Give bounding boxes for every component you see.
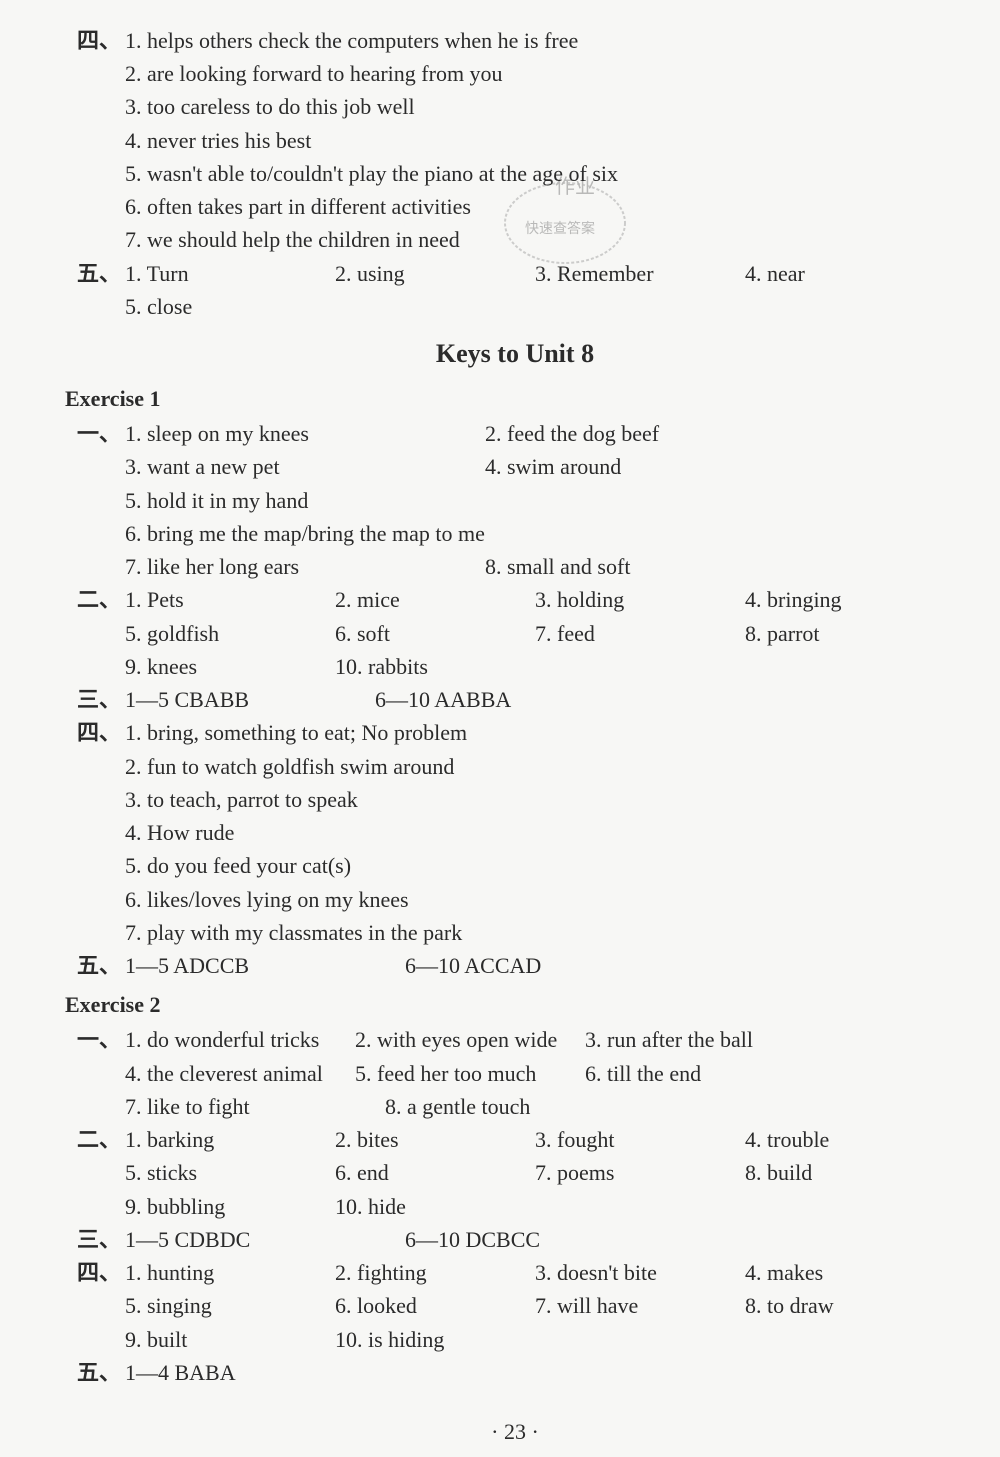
ex2-s4-r3: 9. built 10. is hiding bbox=[125, 1324, 935, 1355]
ex2-s3-r1: 三、 1—5 CDBDC 6—10 DCBCC bbox=[125, 1224, 935, 1255]
exercise-2-title: Exercise 2 bbox=[65, 989, 935, 1020]
ex1-s1-r2: 3. want a new pet 4. swim around bbox=[125, 451, 935, 482]
ex1-s4-i1: 四、 1. bring, something to eat; No proble… bbox=[125, 717, 935, 748]
ex2-s2-r1: 二、 1. barking 2. bites 3. fought 4. trou… bbox=[125, 1124, 935, 1155]
ex2-label-4: 四、 bbox=[77, 1257, 121, 1288]
ex2-s4-r1: 四、 1. hunting 2. fighting 3. doesn't bit… bbox=[125, 1257, 935, 1288]
ex1-s4-i7: 7. play with my classmates in the park bbox=[125, 917, 935, 948]
exercise-1-title: Exercise 1 bbox=[65, 383, 935, 414]
section-4-item-2: 2. are looking forward to hearing from y… bbox=[125, 58, 935, 89]
ex1-s1-r5: 7. like her long ears 8. small and soft bbox=[125, 551, 935, 582]
ex1-s4-i2: 2. fun to watch goldfish swim around bbox=[125, 751, 935, 782]
ex1-s2-r1: 二、 1. Pets 2. mice 3. holding 4. bringin… bbox=[125, 584, 935, 615]
keys-title: Keys to Unit 8 bbox=[95, 336, 935, 373]
ex1-s4-i6: 6. likes/loves lying on my knees bbox=[125, 884, 935, 915]
ex1-s2-r2: 5. goldfish 6. soft 7. feed 8. parrot bbox=[125, 618, 935, 649]
ex1-s1-r3: 5. hold it in my hand bbox=[125, 485, 935, 516]
page: 作业 快速查答案 四、 1. helps others check the co… bbox=[0, 0, 1000, 1457]
ex2-s1-r2: 4. the cleverest animal 5. feed her too … bbox=[125, 1058, 935, 1089]
ex1-label-4: 四、 bbox=[77, 717, 121, 748]
section-4-item-6: 6. often takes part in different activit… bbox=[125, 191, 935, 222]
section-5-row-1: 五、 1. Turn 2. using 3. Remember 4. near bbox=[125, 258, 935, 289]
ex2-s1-r3: 7. like to fight 8. a gentle touch bbox=[125, 1091, 935, 1122]
ex2-s1-r1: 一、 1. do wonderful tricks 2. with eyes o… bbox=[125, 1024, 935, 1055]
ex1-s1-r1: 一、 1. sleep on my knees 2. feed the dog … bbox=[125, 418, 935, 449]
ex1-s3-r1: 三、 1—5 CBABB 6—10 AABBA bbox=[125, 684, 935, 715]
section-label-5: 五、 bbox=[77, 258, 121, 289]
ex1-s5-r1: 五、 1—5 ADCCB 6—10 ACCAD bbox=[125, 950, 935, 981]
ex2-label-5: 五、 bbox=[77, 1357, 121, 1388]
ex1-label-1: 一、 bbox=[77, 418, 121, 449]
ex1-s1-r4: 6. bring me the map/bring the map to me bbox=[125, 518, 935, 549]
ex1-s4-i3: 3. to teach, parrot to speak bbox=[125, 784, 935, 815]
section-4-item-4: 4. never tries his best bbox=[125, 125, 935, 156]
ex1-s4-i5: 5. do you feed your cat(s) bbox=[125, 850, 935, 881]
ex2-s2-r2: 5. sticks 6. end 7. poems 8. build bbox=[125, 1157, 935, 1188]
section-4-item-3: 3. too careless to do this job well bbox=[125, 91, 935, 122]
section-label-4: 四、 bbox=[77, 25, 121, 56]
ex1-label-3: 三、 bbox=[77, 684, 121, 715]
section-5-row-2: 5. close bbox=[125, 291, 935, 322]
ex2-s2-r3: 9. bubbling 10. hide bbox=[125, 1191, 935, 1222]
page-number: · 23 · bbox=[95, 1416, 935, 1447]
ex1-s4-i4: 4. How rude bbox=[125, 817, 935, 848]
ex1-s2-r3: 9. knees 10. rabbits bbox=[125, 651, 935, 682]
ex2-label-2: 二、 bbox=[77, 1124, 121, 1155]
ex2-label-3: 三、 bbox=[77, 1224, 121, 1255]
ex1-label-5: 五、 bbox=[77, 950, 121, 981]
ex2-label-1: 一、 bbox=[77, 1024, 121, 1055]
ex2-s5-r1: 五、 1—4 BABA bbox=[125, 1357, 935, 1388]
section-4-item-7: 7. we should help the children in need bbox=[125, 224, 935, 255]
ex2-s4-r2: 5. singing 6. looked 7. will have 8. to … bbox=[125, 1290, 935, 1321]
section-4-item-1: 四、 1. helps others check the computers w… bbox=[125, 25, 935, 56]
section-4-item-5: 5. wasn't able to/couldn't play the pian… bbox=[125, 158, 935, 189]
ex1-label-2: 二、 bbox=[77, 584, 121, 615]
